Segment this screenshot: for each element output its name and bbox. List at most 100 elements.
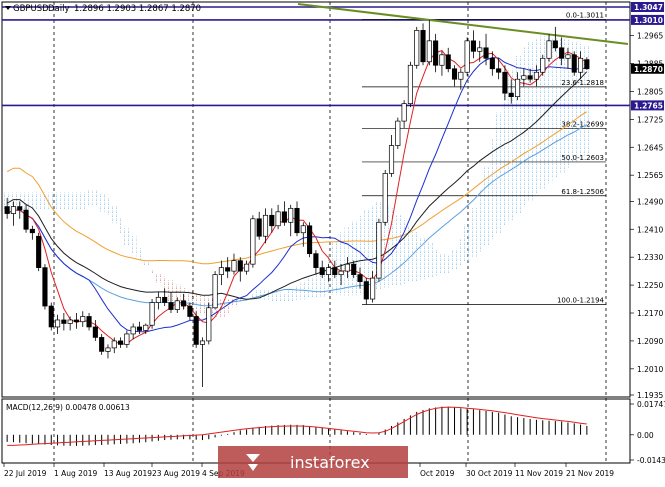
fib-level-label: 0.0-1.3011 xyxy=(566,12,604,20)
candle-body xyxy=(187,305,193,317)
candle-body xyxy=(256,218,262,237)
candle-body xyxy=(426,40,432,63)
cloud-segment xyxy=(470,207,477,257)
candle-body xyxy=(552,40,558,49)
cloud-segment xyxy=(520,47,527,207)
candle-body xyxy=(521,75,527,80)
cloud-segment xyxy=(249,293,257,300)
price-tick-label: 1.2010 xyxy=(637,365,663,374)
symbol-label: GBPUSD xyxy=(13,4,49,14)
candle-body xyxy=(382,173,388,223)
cloud-segment xyxy=(463,224,471,262)
cloud-segment xyxy=(85,189,93,207)
price-marker xyxy=(631,100,664,111)
cloud-segment xyxy=(130,236,137,254)
candle-body xyxy=(174,300,180,310)
price-marker xyxy=(631,14,664,25)
cloud-segment xyxy=(319,268,326,297)
candle-body xyxy=(445,54,451,70)
candle-body xyxy=(483,47,489,59)
cloud-segment xyxy=(350,220,357,296)
cloud-segment xyxy=(457,238,464,267)
candle-body xyxy=(433,40,439,66)
price-axis: 1.29651.28851.28051.27251.26451.25651.24… xyxy=(630,2,664,400)
cloud-segment xyxy=(22,192,30,211)
candle-body xyxy=(36,235,42,268)
fibonacci-retracement: 0.0-1.3011 23.6-1.2818 38.2-1.2699 50.0-1.2… xyxy=(362,12,606,305)
fib-level-label: 100.0-1.2194 xyxy=(557,297,605,305)
time-tick-label: Oct 2019 xyxy=(420,469,455,478)
cloud-segment xyxy=(111,205,118,224)
cloud-segment xyxy=(54,192,61,211)
price-marker xyxy=(631,2,664,12)
moving-average-line xyxy=(6,124,588,307)
time-tick-label: 23 Aug 2019 xyxy=(152,469,200,478)
instaforex-logo-icon xyxy=(246,454,260,471)
cloud-segment xyxy=(476,190,483,252)
cloud-segment xyxy=(300,282,307,300)
candle-body xyxy=(332,267,338,275)
ohlc-readout: 1.2896 1.2903 1.2867 1.2870 xyxy=(74,4,201,14)
candle-body xyxy=(533,71,539,80)
cloud-segment xyxy=(60,192,68,211)
cloud-segment xyxy=(445,255,452,273)
time-tick-label: 30 Oct 2019 xyxy=(466,469,513,478)
candle-body xyxy=(143,324,149,331)
time-tick-label: 13 Aug 2019 xyxy=(104,469,152,478)
cloud-segment xyxy=(224,299,231,313)
macd-tick-label: 0.01747 xyxy=(637,400,665,409)
candle-body xyxy=(80,316,86,323)
dropdown-triangle-icon[interactable] xyxy=(5,6,11,10)
candle-body xyxy=(546,40,552,59)
moving-average-line xyxy=(6,71,588,300)
candle-body xyxy=(281,211,287,223)
price-marker-label: 1.2870 xyxy=(634,65,663,74)
timeframe-label: Daily xyxy=(48,4,70,14)
candle-body xyxy=(99,337,105,352)
candle-body xyxy=(439,54,445,66)
candle-body xyxy=(307,225,313,255)
candle-body xyxy=(92,326,98,338)
candle-body xyxy=(376,221,382,279)
cloud-segment xyxy=(526,42,534,201)
candle-body xyxy=(237,260,243,272)
price-tick-label: 1.2725 xyxy=(637,115,663,124)
cloud-segment xyxy=(482,166,490,246)
candle-body xyxy=(319,267,325,275)
candle-body xyxy=(514,78,521,98)
price-tick-label: 1.2805 xyxy=(637,87,663,96)
candle-body xyxy=(388,145,395,174)
cloud-segment xyxy=(155,273,162,283)
cloud-segment xyxy=(577,43,584,160)
candle-body xyxy=(136,326,143,331)
candle-body xyxy=(42,267,48,307)
candle-body xyxy=(489,57,495,70)
cloud-segment xyxy=(193,293,200,314)
cloud-segment xyxy=(514,55,521,214)
cloud-segment xyxy=(104,197,112,215)
candle-body xyxy=(269,214,275,227)
candle-body xyxy=(338,270,344,275)
cloud-segment xyxy=(256,290,263,300)
candle-body xyxy=(407,64,413,105)
fib-level-label: 50.0-1.2603 xyxy=(561,154,604,162)
candle-body xyxy=(118,340,124,345)
price-tick-label: 1.2965 xyxy=(637,32,663,41)
price-tick-label: 1.2250 xyxy=(637,281,663,290)
candle-body xyxy=(502,71,508,94)
cloud-segment xyxy=(287,290,294,302)
cloud-segment xyxy=(571,41,578,163)
cloud-segment xyxy=(148,269,156,274)
candle-body xyxy=(363,281,369,300)
cloud-segment xyxy=(388,208,395,287)
candle-body xyxy=(294,207,300,234)
candle-body xyxy=(559,47,565,59)
candle-body xyxy=(73,319,80,323)
candle-body xyxy=(17,206,23,211)
cloud-segment xyxy=(48,192,55,211)
candle-body xyxy=(288,207,294,223)
cloud-segment xyxy=(533,38,540,195)
candle-body xyxy=(344,263,350,272)
cloud-segment xyxy=(495,112,502,233)
